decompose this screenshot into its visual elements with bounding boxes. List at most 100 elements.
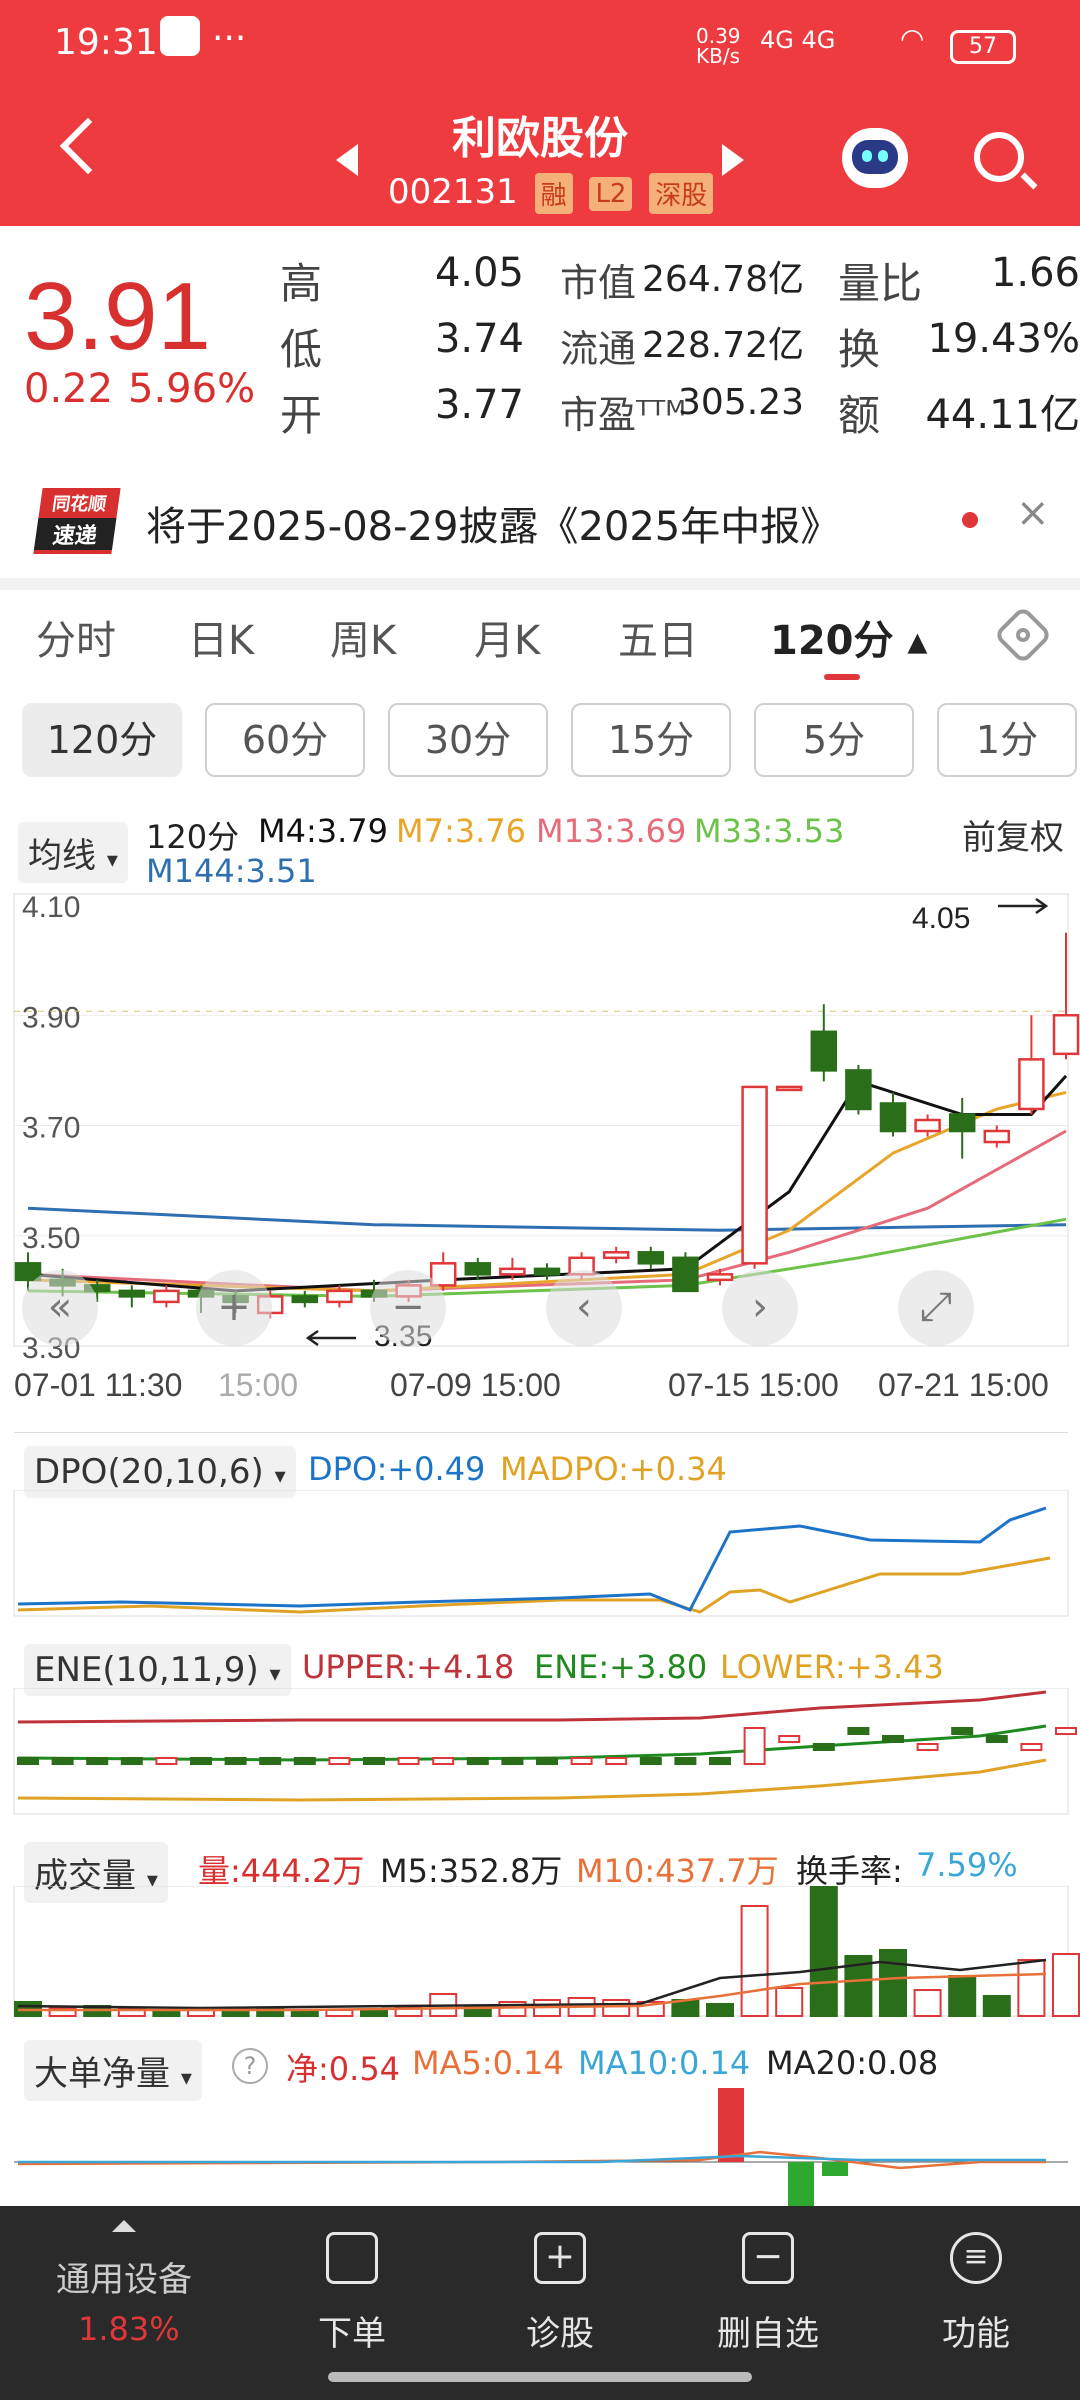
ene-candle xyxy=(501,1757,524,1765)
net-speed: 0.39 KB/s xyxy=(696,24,741,68)
ene-candle xyxy=(536,1757,558,1765)
max-price-label: 4.05 xyxy=(912,902,970,935)
volume-chart xyxy=(13,1886,1080,2017)
madpo-value: MADPO:+0.34 xyxy=(500,1450,727,1488)
candle-up xyxy=(1018,1058,1045,1111)
home-indicator[interactable] xyxy=(328,2372,752,2382)
robot-assistant-icon[interactable] xyxy=(842,128,908,188)
volume-bar xyxy=(982,1995,1011,2017)
period-4[interactable]: 5分 xyxy=(754,703,914,777)
zoom-out-icon[interactable]: − xyxy=(370,1270,446,1346)
tag-margin: 融 xyxy=(534,173,573,214)
wifi-icon: ◠ xyxy=(900,22,925,55)
search-icon[interactable] xyxy=(974,132,1038,190)
dpo-line xyxy=(17,1506,1047,1612)
chart-frame xyxy=(13,893,1069,1347)
ene-candle xyxy=(328,1757,351,1765)
tab-5[interactable]: 120分 ▴ xyxy=(770,618,928,664)
menu-icon: ≡ xyxy=(950,2232,1002,2284)
period-5[interactable]: 1分 xyxy=(937,703,1077,777)
industry-label[interactable]: 通用设备 xyxy=(56,2260,192,2300)
volume-value: 量:444.2万 xyxy=(198,1852,365,1890)
ratio-label: 量比 xyxy=(838,259,923,308)
tab-3[interactable]: 月K xyxy=(474,618,541,664)
tab-4[interactable]: 五日 xyxy=(618,618,698,664)
ene-candle xyxy=(155,1757,178,1765)
settings-icon[interactable] xyxy=(993,605,1053,665)
candle-down xyxy=(637,1251,665,1265)
y-tick-label: 4.10 xyxy=(22,891,80,924)
tag-shenzhen-hk: 深股 xyxy=(649,173,714,214)
signal-indicator: 4G 4G xyxy=(760,26,836,54)
close-icon[interactable]: × xyxy=(1016,490,1050,536)
x-tick-label: 07-01 11:30 xyxy=(14,1367,182,1400)
quote-value: 4.05 xyxy=(434,250,524,296)
bigorder-net: 净:0.54 xyxy=(286,2050,401,2088)
quote-label: 开 xyxy=(280,391,323,440)
ene-candle xyxy=(190,1757,212,1765)
tag-l2: L2 xyxy=(589,176,633,211)
ene-upper-line xyxy=(17,1690,1047,1724)
news-text: 将于2025-08-29披露《2025年中报》 xyxy=(146,504,841,550)
news-bar[interactable]: 同花顺 速递 将于2025-08-29披露《2025年中报》 × xyxy=(0,460,1080,580)
bigorder-dropdown[interactable]: 大单净量 ▾ xyxy=(24,2040,202,2101)
ene-candle xyxy=(1055,1727,1077,1735)
scroll-right-icon[interactable]: › xyxy=(722,1270,798,1346)
ene-candle xyxy=(224,1757,247,1765)
ene-candle xyxy=(985,1735,1008,1743)
bigorder-ma10-line xyxy=(18,2154,1046,2164)
ene-candle xyxy=(432,1757,455,1765)
tab-2[interactable]: 周K xyxy=(330,618,397,664)
period-2[interactable]: 30分 xyxy=(388,703,548,777)
x-tick-label: 07-15 15:00 xyxy=(668,1367,839,1400)
prev-stock-icon[interactable] xyxy=(336,144,358,176)
volume-bar xyxy=(913,1989,942,2017)
volume-m5: M5:352.8万 xyxy=(380,1852,563,1890)
divider xyxy=(0,578,1080,590)
turnover-label: 换手率: xyxy=(796,1852,903,1890)
bigorder-ma5: MA5:0.14 xyxy=(412,2044,564,2082)
scroll-left-fast-icon[interactable]: « xyxy=(22,1270,98,1346)
quote-label: 高 xyxy=(280,259,323,308)
period-0[interactable]: 120分 xyxy=(22,703,182,777)
zoom-in-icon[interactable]: + xyxy=(196,1270,272,1346)
ene-candle xyxy=(120,1757,143,1765)
volume-bar xyxy=(740,1905,769,2017)
period-3[interactable]: 15分 xyxy=(571,703,731,777)
next-stock-icon[interactable] xyxy=(722,144,744,176)
volume-dropdown[interactable]: 成交量 ▾ xyxy=(24,1842,168,1903)
ene-candle xyxy=(709,1757,731,1765)
ma-dropdown[interactable]: 均线 ▾ xyxy=(18,822,128,883)
ene-candle xyxy=(259,1757,282,1765)
tab-1[interactable]: 日K xyxy=(188,618,255,664)
diagnose-icon: + xyxy=(534,2232,586,2284)
expand-up-icon[interactable] xyxy=(112,2220,136,2232)
scroll-left-icon[interactable]: ‹ xyxy=(546,1270,622,1346)
min-arrow-icon xyxy=(305,1329,356,1347)
volume-bar xyxy=(602,1999,631,2017)
ma144-line xyxy=(27,1206,1067,1232)
ratio-label: 换 xyxy=(838,325,881,374)
ene-value: ENE:+3.80 xyxy=(534,1648,708,1686)
volume-bar xyxy=(706,2003,734,2017)
status-time: 19:31 xyxy=(54,22,158,63)
y-tick-label: 3.50 xyxy=(22,1222,80,1255)
candle-up xyxy=(153,1289,180,1304)
ene-candle xyxy=(397,1757,420,1765)
price-adjust-mode[interactable]: 前复权 xyxy=(962,818,1064,858)
fullscreen-icon[interactable]: ⤢ xyxy=(898,1270,974,1346)
volume-m10-line xyxy=(18,1972,1047,2012)
dpo-dropdown[interactable]: DPO(20,10,6) ▾ xyxy=(24,1446,296,1498)
ratio-value: 19.43% xyxy=(927,316,1080,362)
x-tick-label: 15:00 xyxy=(218,1367,298,1400)
ene-upper: UPPER:+4.18 xyxy=(302,1648,515,1686)
bottom-nav: 通用设备 1.83% 下单 + 诊股 − 删自选 ≡ 功能 xyxy=(0,2206,1080,2400)
ene-candle xyxy=(847,1727,870,1735)
tab-0[interactable]: 分时 xyxy=(36,618,116,664)
volume-bar xyxy=(1017,1959,1046,2017)
market-label: 市盈ᵀᵀᴹ xyxy=(560,393,686,437)
ene-dropdown[interactable]: ENE(10,11,9) ▾ xyxy=(24,1644,291,1696)
candle-up xyxy=(499,1267,526,1276)
period-1[interactable]: 60分 xyxy=(205,703,365,777)
help-icon[interactable]: ? xyxy=(232,2048,268,2084)
